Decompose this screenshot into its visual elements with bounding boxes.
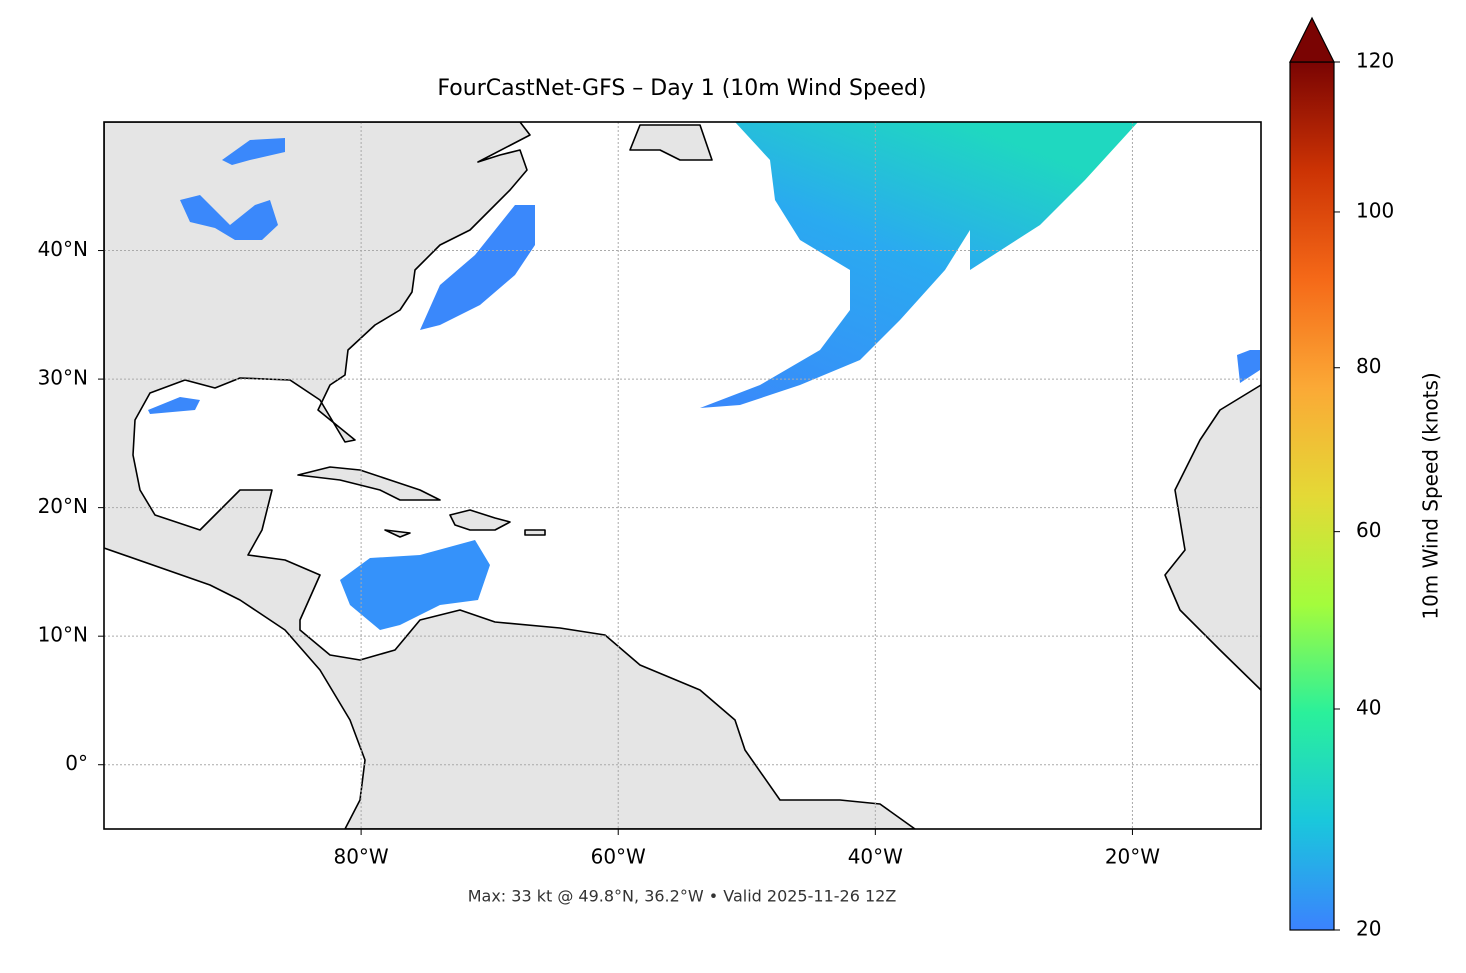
puerto-rico — [524, 529, 546, 536]
x-tick-label: 20°W — [1105, 845, 1160, 869]
colorbar-tick-label: 40 — [1356, 695, 1381, 719]
wind-field — [340, 540, 490, 630]
wind-field — [222, 138, 285, 165]
colorbar-tick-label: 20 — [1356, 917, 1381, 941]
colorbar-tick-label: 120 — [1356, 49, 1394, 73]
cuba — [297, 466, 441, 501]
newfoundland — [629, 124, 713, 161]
colorbar-tick-label: 60 — [1356, 518, 1381, 542]
grid — [104, 122, 1261, 829]
colorbar-extension — [1289, 16, 1335, 63]
colorbar-bar — [1289, 61, 1335, 931]
wind-field — [1237, 350, 1260, 383]
wind-field — [420, 205, 535, 330]
colorbar: 10m Wind Speed (knots) 20 40 60 80 100 120 — [1289, 16, 1443, 941]
map — [104, 122, 1261, 829]
y-tick-label: 20°N — [38, 494, 88, 518]
y-tick-label: 0° — [65, 751, 88, 775]
wind-field — [148, 397, 200, 414]
colorbar-label: 10m Wind Speed (knots) — [1419, 372, 1443, 619]
americas — [104, 122, 916, 829]
colorbar-tick-label: 100 — [1356, 198, 1394, 222]
jamaica — [384, 529, 411, 538]
y-tick-label: 30°N — [38, 366, 88, 390]
chart-title: FourCastNet-GFS – Day 1 (10m Wind Speed) — [437, 76, 926, 101]
x-tick-label: 80°W — [333, 845, 388, 869]
colorbar-tick-label: 80 — [1356, 354, 1381, 378]
hispaniola — [449, 509, 511, 531]
axes: 80°W 60°W 40°W 20°W 0° 10°N 20°N 30°N 40°N — [38, 237, 1161, 868]
wind-field — [700, 122, 1138, 408]
x-tick-label: 40°W — [848, 845, 903, 869]
africa — [1164, 384, 1261, 691]
map-frame — [103, 121, 1262, 830]
y-tick-label: 10°N — [38, 623, 88, 647]
footer-note: Max: 33 kt @ 49.8°N, 36.2°W • Valid 2025… — [468, 887, 897, 906]
y-tick-label: 40°N — [38, 237, 88, 261]
x-tick-label: 60°W — [591, 845, 646, 869]
wind-field — [180, 195, 278, 240]
